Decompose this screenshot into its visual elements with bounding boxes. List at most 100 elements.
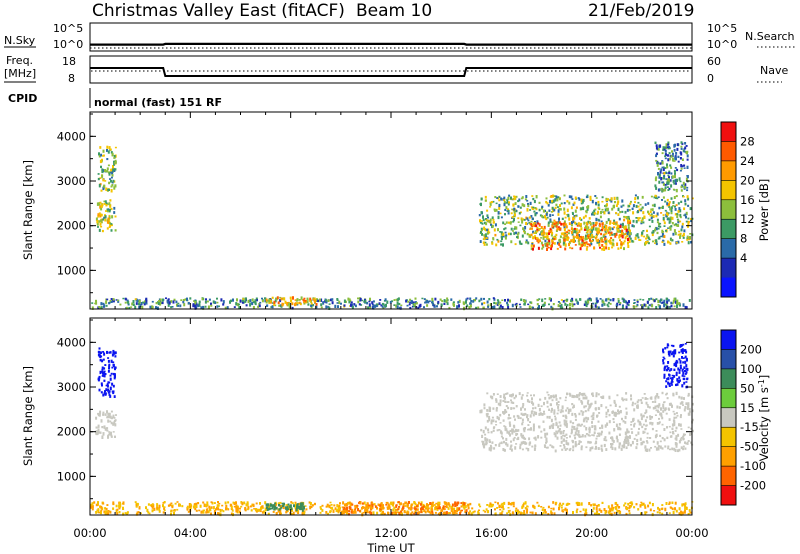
- heatmap-cell: [109, 148, 112, 151]
- heatmap-cell: [628, 233, 631, 236]
- heatmap-cell: [640, 207, 643, 210]
- heatmap-cell: [96, 504, 99, 506]
- heatmap-cell: [559, 208, 562, 210]
- heatmap-cell: [627, 226, 630, 230]
- heatmap-cell: [612, 242, 615, 246]
- heatmap-cell: [109, 199, 112, 202]
- heatmap-cell: [112, 392, 115, 395]
- heatmap-cell: [605, 298, 608, 302]
- heatmap-cell: [218, 512, 221, 516]
- heatmap-cell: [500, 243, 503, 246]
- heatmap-cell: [443, 501, 446, 504]
- heatmap-cell: [623, 440, 626, 444]
- heatmap-cell: [517, 436, 520, 440]
- heatmap-cell: [631, 431, 634, 434]
- heatmap-cell: [593, 431, 596, 434]
- heatmap-cell: [550, 424, 553, 427]
- heatmap-cell: [567, 442, 570, 446]
- heatmap-cell: [548, 297, 551, 301]
- heatmap-cell: [110, 410, 113, 413]
- heatmap-cell: [167, 298, 170, 301]
- heatmap-cell: [582, 198, 585, 202]
- heatmap-cell: [676, 213, 679, 215]
- heatmap-cell: [481, 222, 484, 225]
- heatmap-cell: [552, 303, 555, 306]
- heatmap-cell: [601, 248, 604, 251]
- heatmap-cell: [633, 299, 636, 301]
- heatmap-cell: [644, 304, 647, 308]
- heatmap-cell: [457, 301, 460, 304]
- heatmap-cell: [385, 504, 388, 506]
- heatmap-cell: [554, 415, 556, 418]
- heatmap-cell: [644, 412, 647, 415]
- heatmap-cell: [554, 449, 557, 453]
- heatmap-cell: [659, 170, 662, 174]
- heatmap-cell: [642, 211, 645, 215]
- heatmap-cell: [602, 226, 604, 230]
- heatmap-cell: [524, 507, 527, 510]
- heatmap-cell: [564, 247, 567, 251]
- heatmap-cell: [658, 173, 661, 177]
- heatmap-cell: [206, 300, 209, 303]
- heatmap-cell: [624, 421, 627, 424]
- heatmap-cell: [683, 207, 686, 211]
- heatmap-cell: [503, 396, 506, 400]
- heatmap-cell: [675, 412, 678, 414]
- heatmap-cell: [469, 502, 472, 506]
- heatmap-cell: [336, 299, 339, 301]
- heatmap-cell: [137, 302, 140, 306]
- heatmap-cell: [607, 218, 610, 222]
- heatmap-cell: [668, 382, 671, 387]
- heatmap-cell: [572, 220, 575, 224]
- heatmap-cell: [620, 243, 623, 245]
- heatmap-cell: [558, 504, 561, 508]
- heatmap-cell: [668, 369, 671, 372]
- heatmap-cell: [528, 216, 531, 219]
- heatmap-cell: [561, 217, 564, 220]
- y-tick-label: 3000: [57, 380, 86, 394]
- heatmap-cell: [108, 431, 111, 433]
- heatmap-cell: [509, 430, 512, 432]
- heatmap-cell: [328, 504, 331, 508]
- heatmap-cell: [168, 301, 171, 305]
- heatmap-cell: [676, 178, 678, 182]
- heatmap-cell: [421, 297, 424, 300]
- heatmap-cell: [114, 423, 117, 427]
- heatmap-cell: [663, 438, 666, 442]
- heatmap-cell: [554, 417, 557, 421]
- heatmap-cell: [116, 508, 119, 511]
- heatmap-cell: [203, 509, 206, 511]
- heatmap-cell: [395, 304, 398, 308]
- heatmap-cell: [681, 225, 684, 229]
- heatmap-cell: [359, 501, 362, 505]
- heatmap-cell: [439, 298, 442, 301]
- heatmap-cell: [555, 233, 558, 237]
- heatmap-cell: [590, 243, 593, 246]
- heatmap-cell: [657, 225, 660, 228]
- heatmap-cell: [672, 201, 675, 204]
- heatmap-cell: [627, 442, 630, 446]
- heatmap-cell: [579, 217, 581, 220]
- heatmap-cell: [519, 443, 522, 446]
- heatmap-cell: [369, 505, 372, 508]
- heatmap-cell: [552, 423, 555, 427]
- heatmap-cell: [643, 504, 646, 507]
- heatmap-cell: [676, 405, 679, 409]
- heatmap-cell: [551, 244, 553, 248]
- heatmap-cell: [665, 172, 668, 174]
- heatmap-cell: [547, 246, 550, 249]
- heatmap-cell: [661, 437, 664, 440]
- heatmap-cell: [464, 502, 467, 504]
- heatmap-cell: [661, 181, 664, 184]
- heatmap-cell: [641, 195, 644, 199]
- heatmap-cell: [204, 504, 207, 507]
- heatmap-cell: [532, 505, 535, 508]
- heatmap-cell: [506, 392, 509, 395]
- heatmap-cell: [685, 506, 688, 510]
- heatmap-cell: [344, 508, 346, 512]
- heatmap-cell: [340, 302, 342, 305]
- heatmap-cell: [645, 440, 648, 442]
- heatmap-cell: [688, 410, 691, 413]
- heatmap-cell: [589, 238, 591, 242]
